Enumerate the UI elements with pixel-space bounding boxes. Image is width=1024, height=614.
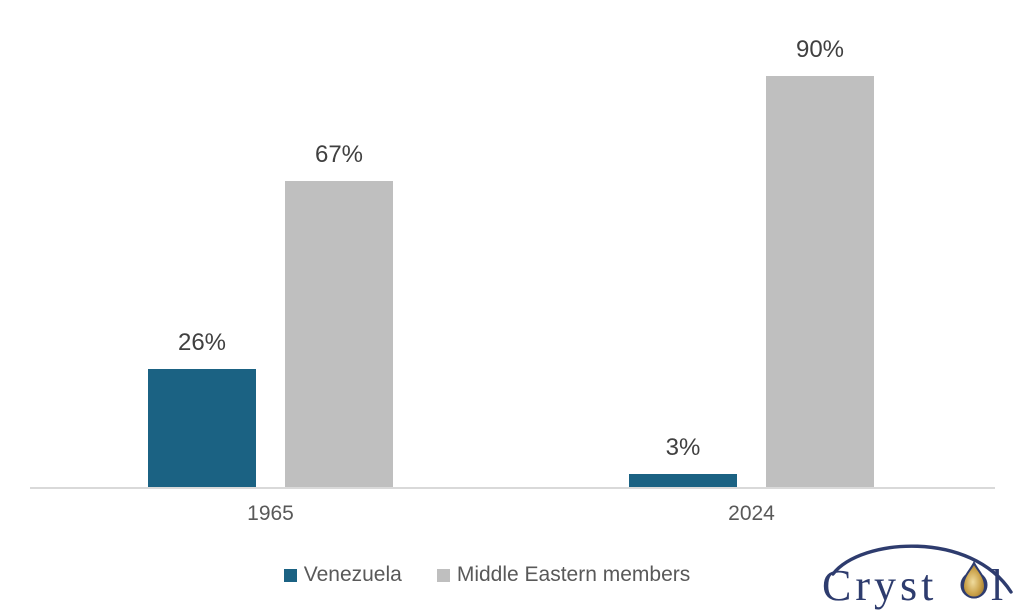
chart-legend: Venezuela Middle Eastern members [0,563,1024,587]
bar-venezuela-1965 [148,369,256,488]
crystol-logo: Cryst l [822,544,1013,610]
logo-text-right: l [991,561,1003,610]
logo-arc [831,544,1013,594]
legend-item-venezuela: Venezuela [283,563,402,587]
category-label-2024: 2024 [728,502,775,525]
oil-drop-icon [961,560,987,599]
bar-venezuela-2024 [629,474,737,488]
logo-text-left: Cryst [822,561,937,610]
value-label-middle-eastern-members-2024: 90% [795,36,845,63]
category-label-1965: 1965 [247,502,294,525]
legend-label: Venezuela [303,563,402,586]
legend-swatch [436,568,450,582]
legend-label: Middle Eastern members [456,563,691,586]
legend-item-middle-eastern-members: Middle Eastern members [436,563,691,587]
legend-swatch [283,568,297,582]
value-label-venezuela-1965: 26% [177,329,227,356]
bar-middle-eastern-members-2024 [766,76,874,488]
value-label-middle-eastern-members-1965: 67% [314,141,364,168]
value-label-venezuela-2024: 3% [665,434,701,461]
bar-middle-eastern-members-1965 [285,181,393,488]
x-axis-line [30,487,995,489]
